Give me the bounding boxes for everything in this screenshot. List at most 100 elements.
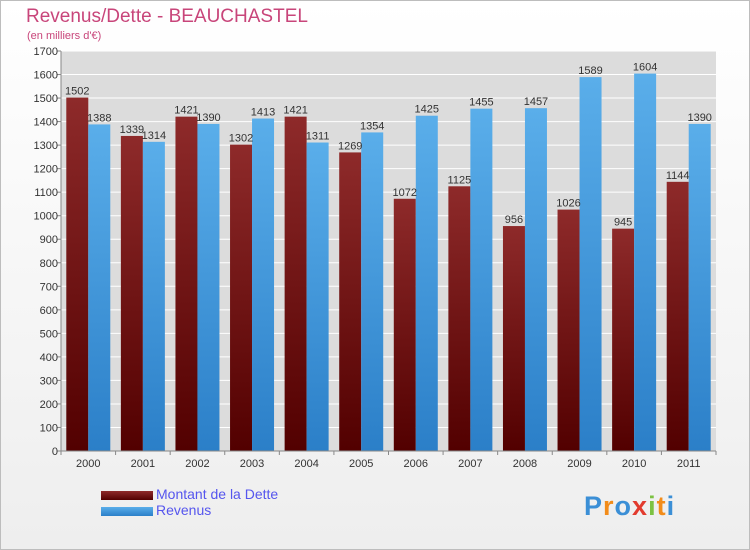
bars [66, 73, 711, 452]
data-label-debt: 1125 [448, 174, 472, 186]
bar-debt [393, 198, 416, 451]
data-label-debt: 1026 [556, 198, 580, 210]
x-tick-label: 2007 [458, 458, 482, 470]
logo-letter: r [603, 491, 615, 521]
proxiti-logo: Proxiti [584, 491, 675, 522]
bar-revenus [197, 123, 220, 452]
y-tick-label: 1400 [34, 117, 58, 129]
data-label-debt: 1072 [393, 187, 417, 199]
logo-letter: P [584, 491, 604, 521]
bar-revenus [634, 73, 657, 452]
axes: 0 100 200 300 400 500 600 700 800 900 1000 1100 1200… [34, 46, 717, 470]
x-tick-label: 2000 [76, 458, 100, 470]
y-tick-label: 1700 [34, 46, 58, 58]
bar-revenus [688, 123, 711, 452]
x-tick-label: 2008 [513, 458, 537, 470]
y-tick-label: 1300 [34, 140, 58, 152]
y-tick-label: 200 [40, 399, 58, 411]
bar-debt [120, 135, 143, 452]
legend-swatch-debt [101, 491, 153, 500]
logo-letter: x [632, 491, 649, 521]
bar-debt [666, 181, 689, 451]
y-tick-label: 1200 [34, 164, 58, 176]
legend-label-debt: Montant de la Dette [156, 486, 279, 502]
legend-label-revenus: Revenus [156, 502, 212, 518]
bar-debt [339, 152, 362, 452]
x-tick-label: 2001 [131, 458, 155, 470]
bar-debt [557, 209, 580, 451]
y-tick-label: 300 [40, 375, 58, 387]
data-label-debt: 945 [614, 217, 632, 229]
x-tick-label: 2006 [404, 458, 428, 470]
bar-revenus [470, 108, 493, 451]
data-label-debt: 1421 [174, 105, 198, 117]
data-label-debt: 1421 [283, 105, 307, 117]
bar-revenus [524, 108, 547, 452]
bar-debt [66, 97, 89, 452]
x-tick-label: 2005 [349, 458, 373, 470]
plot-background [61, 51, 716, 451]
data-label-revenus: 1455 [469, 97, 493, 109]
bar-revenus [142, 141, 165, 451]
logo-letter: o [614, 491, 633, 521]
y-tick-label: 0 [52, 446, 58, 458]
y-tick-label: 900 [40, 234, 58, 246]
x-tick-label: 2002 [185, 458, 209, 470]
data-label-debt: 1302 [229, 133, 253, 145]
data-label-revenus: 1314 [142, 130, 166, 142]
x-tick-label: 2009 [567, 458, 591, 470]
x-tick-label: 2011 [677, 458, 701, 470]
data-label-revenus: 1390 [196, 112, 220, 124]
plot-area [61, 51, 716, 451]
data-label-revenus: 1425 [415, 104, 439, 116]
bar-debt [175, 116, 198, 451]
data-label-revenus: 1388 [87, 112, 111, 124]
data-label-debt: 1144 [666, 170, 690, 182]
data-label-debt: 1339 [120, 124, 144, 136]
data-label-revenus: 1354 [360, 120, 384, 132]
data-label-revenus: 1390 [687, 112, 711, 124]
logo-letter: i [648, 491, 657, 521]
bar-debt [230, 144, 253, 451]
y-tick-label: 100 [40, 422, 58, 434]
x-tick-label: 2003 [240, 458, 264, 470]
data-label-revenus: 1413 [251, 107, 275, 119]
bar-revenus [252, 118, 275, 451]
logo-letter: t [656, 491, 667, 521]
bar-debt [502, 226, 525, 451]
chart-title: Revenus/Dette - BEAUCHASTEL [26, 6, 308, 27]
y-tick-label: 1600 [34, 70, 58, 82]
bar-revenus [415, 115, 438, 452]
y-tick-label: 1100 [34, 187, 58, 199]
bar-debt [284, 116, 307, 451]
logo-letter: i [666, 491, 676, 521]
bar-debt [612, 228, 635, 451]
bar-revenus [306, 142, 329, 451]
y-tick-label: 400 [40, 352, 58, 364]
data-label-revenus: 1311 [306, 131, 330, 143]
y-tick-label: 800 [40, 258, 58, 270]
data-label-revenus: 1589 [578, 65, 602, 77]
gridlines [61, 50, 716, 452]
x-tick-label: 2004 [294, 458, 318, 470]
bar-revenus [88, 124, 111, 451]
bar-revenus [361, 132, 384, 452]
y-tick-label: 1500 [34, 93, 58, 105]
legend-swatch-revenus [101, 507, 153, 516]
data-label-revenus: 1604 [633, 62, 657, 74]
y-tick-label: 600 [40, 305, 58, 317]
y-tick-label: 500 [40, 328, 58, 340]
data-label-debt: 956 [505, 214, 523, 226]
x-tick-label: 2010 [622, 458, 646, 470]
bar-debt [448, 186, 471, 451]
data-label-debt: 1269 [338, 140, 362, 152]
bar-revenus [579, 77, 602, 451]
y-tick-label: 1000 [34, 211, 58, 223]
chart-subtitle: (en milliers d'€) [27, 30, 102, 42]
data-label-revenus: 1457 [524, 96, 548, 108]
y-tick-label: 700 [40, 281, 58, 293]
data-label-debt: 1502 [65, 86, 89, 98]
